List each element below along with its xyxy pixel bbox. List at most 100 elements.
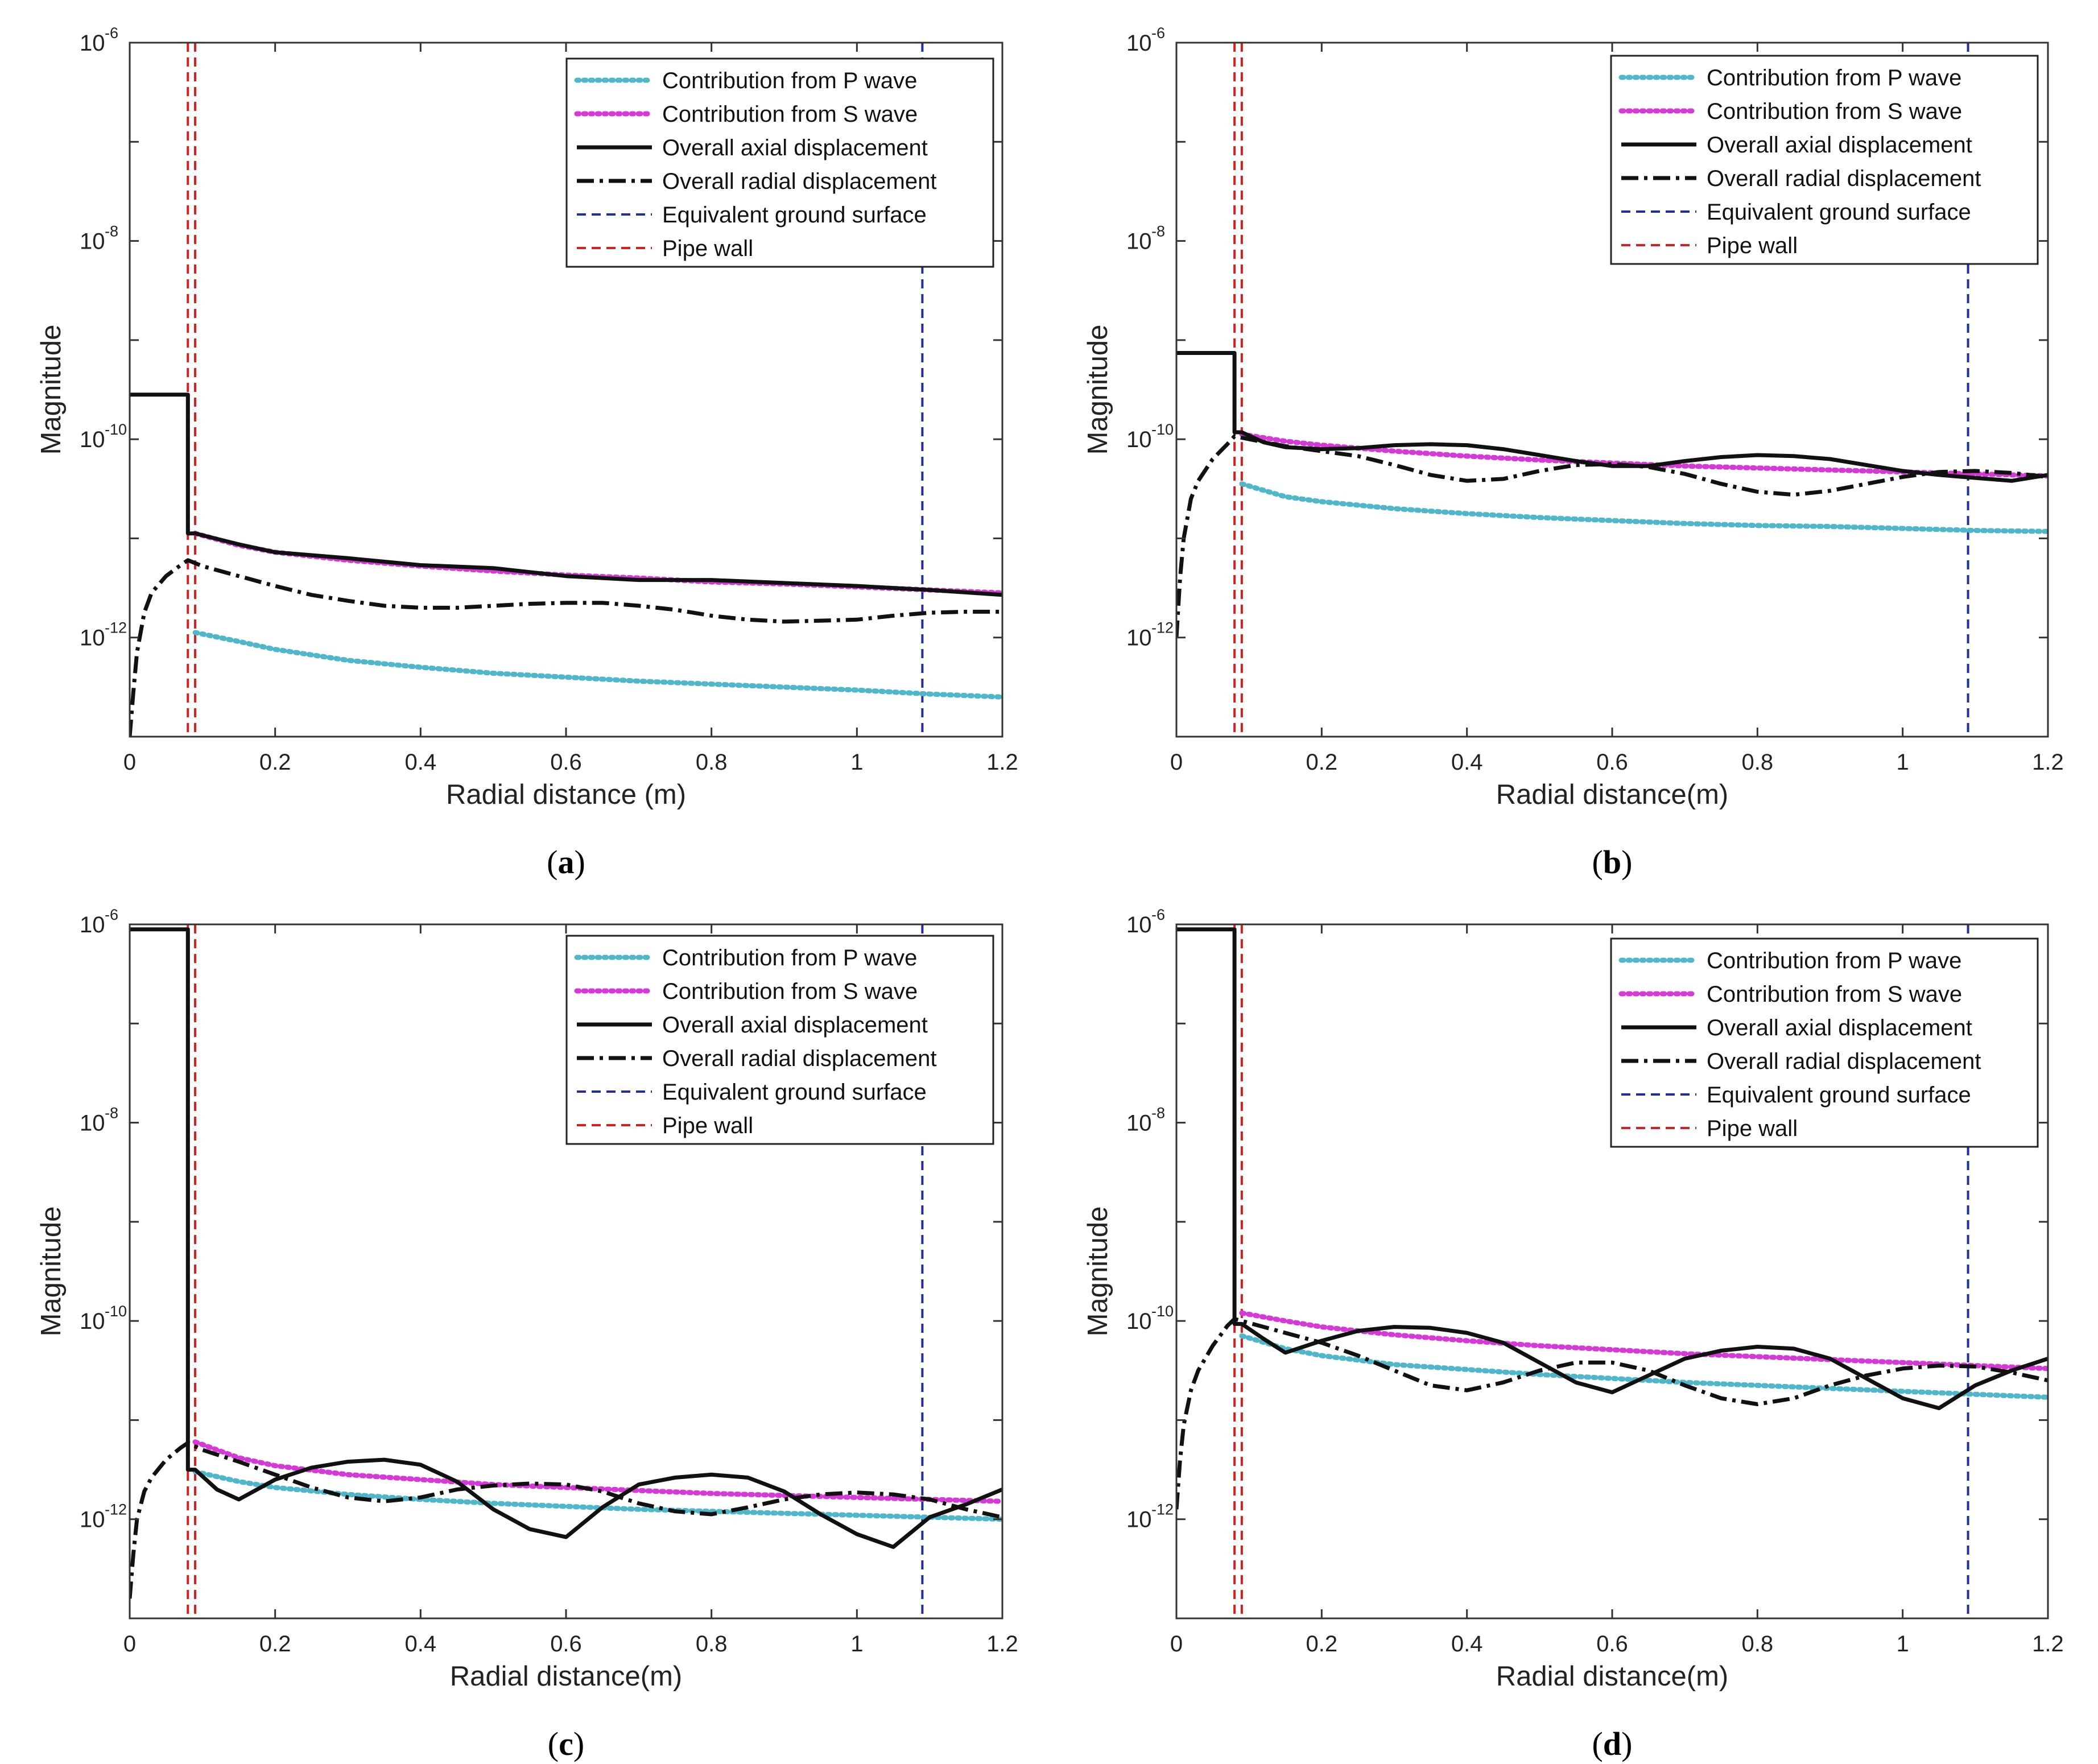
caption-paren: ( xyxy=(547,844,557,881)
x-tick-label: 1.2 xyxy=(986,750,1018,775)
x-tick-label: 1.2 xyxy=(2032,1631,2064,1656)
legend-radial-label: Overall radial displacement xyxy=(662,169,936,194)
x-axis-label: Radial distance(m) xyxy=(450,1661,683,1692)
panel-caption: (a) xyxy=(547,844,585,881)
y-tick-exponent: -10 xyxy=(1151,421,1174,438)
y-tick-label: 10 xyxy=(1126,626,1152,651)
axial-displacement-line xyxy=(130,927,1002,1549)
p-wave-line xyxy=(1239,1333,2048,1400)
legend-box xyxy=(1610,55,2039,265)
x-axis-label: Radial distance(m) xyxy=(1496,779,1729,810)
y-tick-exponent: -12 xyxy=(1151,619,1174,637)
radial-displacement-line xyxy=(130,1441,1002,1599)
x-tick-label: 1 xyxy=(850,1631,863,1656)
legend-pipe-wall-label: Pipe wall xyxy=(662,1113,753,1138)
x-tick-label: 0.8 xyxy=(696,750,728,775)
caption-letter: b xyxy=(1603,844,1621,881)
legend-axial-label: Overall axial displacement xyxy=(662,135,928,160)
radial-displacement-line xyxy=(1176,434,2048,638)
radial-displacement-line xyxy=(1176,1317,2048,1510)
y-tick-label: 10 xyxy=(1126,31,1152,56)
legend-p-wave-label: Contribution from P wave xyxy=(662,945,917,970)
y-tick-exponent: -6 xyxy=(105,906,118,923)
x-tick-label: 0.2 xyxy=(1306,1631,1338,1656)
legend: Contribution from P wave Contribution fro… xyxy=(1610,55,2039,265)
y-tick-label: 10 xyxy=(1126,427,1152,452)
x-tick-label: 0.8 xyxy=(1742,750,1774,775)
y-tick-label: 10 xyxy=(80,1309,105,1334)
x-tick-label: 0.4 xyxy=(1451,1631,1483,1656)
caption-letter: d xyxy=(1603,1725,1621,1762)
x-tick-label: 0 xyxy=(123,1631,136,1656)
x-tick-label: 0 xyxy=(1170,1631,1183,1656)
caption-paren: ( xyxy=(1592,844,1603,881)
panel-caption: (c) xyxy=(548,1725,584,1762)
legend-box xyxy=(565,935,994,1145)
y-tick-label: 10 xyxy=(1126,229,1152,254)
x-tick-label: 0 xyxy=(123,750,136,775)
caption-paren: ( xyxy=(1592,1725,1603,1762)
s-wave-line xyxy=(1239,1310,2048,1371)
y-tick-label: 10 xyxy=(1126,1309,1152,1334)
legend-ground-label: Equivalent ground surface xyxy=(662,203,927,228)
legend-p-wave-label: Contribution from P wave xyxy=(1707,948,1961,973)
x-tick-label: 0.8 xyxy=(696,1631,728,1656)
axial-displacement-line xyxy=(130,393,1002,597)
y-tick-exponent: -8 xyxy=(1151,223,1165,240)
y-axis-label: Magnitude xyxy=(36,325,67,455)
legend-axial-label: Overall axial displacement xyxy=(1707,133,1972,158)
legend-pipe-wall-label: Pipe wall xyxy=(662,236,753,261)
x-axis-label: Radial distance (m) xyxy=(446,779,686,810)
x-tick-label: 0.6 xyxy=(550,1631,582,1656)
y-tick-exponent: -6 xyxy=(105,24,118,42)
legend-box xyxy=(1610,937,2039,1148)
y-tick-exponent: -10 xyxy=(105,421,127,438)
s-wave-line xyxy=(192,531,1002,596)
legend-radial-label: Overall radial displacement xyxy=(1707,1049,1981,1074)
x-tick-label: 0.6 xyxy=(550,750,582,775)
y-tick-label: 10 xyxy=(1126,912,1152,937)
y-tick-label: 10 xyxy=(80,912,105,937)
panel-caption: (b) xyxy=(1592,844,1633,881)
y-tick-label: 10 xyxy=(80,1507,105,1532)
x-tick-label: 1 xyxy=(1897,1631,1909,1656)
x-tick-label: 0.2 xyxy=(1306,750,1338,775)
y-tick-label: 10 xyxy=(80,626,105,651)
s-wave-line xyxy=(1239,431,2048,479)
caption-paren: ) xyxy=(1621,844,1632,881)
legend-ground-label: Equivalent ground surface xyxy=(1707,200,1971,225)
legend-ground-label: Equivalent ground surface xyxy=(662,1080,927,1105)
caption-paren: ) xyxy=(573,1725,584,1762)
y-tick-exponent: -12 xyxy=(105,1501,127,1518)
p-wave-line xyxy=(192,630,1002,700)
s-wave-line xyxy=(192,1439,1002,1504)
x-tick-label: 0.2 xyxy=(259,1631,291,1656)
y-tick-label: 10 xyxy=(1126,1111,1152,1136)
legend: Contribution from P wave Contribution fro… xyxy=(565,935,994,1145)
caption-letter: c xyxy=(559,1725,573,1762)
y-tick-label: 10 xyxy=(80,427,105,452)
plot-area xyxy=(130,43,1002,737)
axial-displacement-line xyxy=(1176,351,2048,483)
y-tick-label: 10 xyxy=(80,31,105,56)
legend-s-wave-label: Contribution from S wave xyxy=(1707,982,1962,1007)
legend-s-wave-label: Contribution from S wave xyxy=(662,979,918,1004)
caption-paren: ( xyxy=(548,1725,559,1762)
p-wave-line xyxy=(192,1469,1002,1522)
legend-radial-label: Overall radial displacement xyxy=(662,1046,936,1071)
y-tick-label: 10 xyxy=(80,1111,105,1136)
x-tick-label: 0.4 xyxy=(405,1631,437,1656)
caption-paren: ) xyxy=(575,844,585,881)
y-axis-label: Magnitude xyxy=(1083,325,1113,455)
axial-displacement-line xyxy=(1176,927,2048,1410)
y-tick-exponent: -6 xyxy=(1151,24,1165,42)
y-tick-exponent: -10 xyxy=(105,1303,127,1320)
radial-displacement-line xyxy=(130,558,1002,737)
y-tick-exponent: -6 xyxy=(1151,906,1165,923)
x-tick-label: 1 xyxy=(850,750,863,775)
y-tick-exponent: -8 xyxy=(105,223,118,240)
plot-area xyxy=(1176,43,2048,737)
